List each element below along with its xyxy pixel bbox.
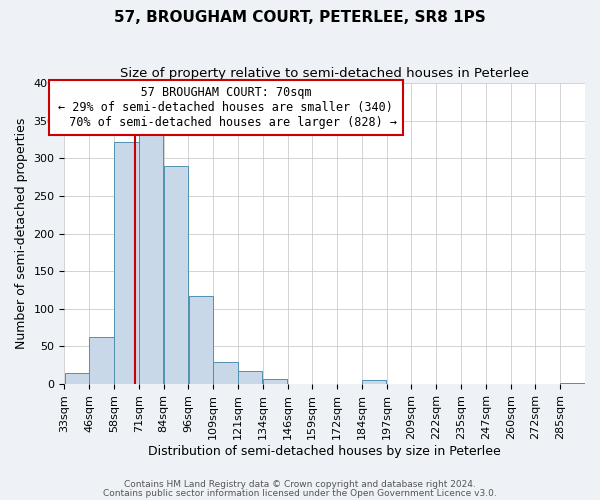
Bar bbox=[362, 380, 386, 384]
Bar bbox=[164, 166, 188, 384]
Bar bbox=[65, 373, 89, 384]
X-axis label: Distribution of semi-detached houses by size in Peterlee: Distribution of semi-detached houses by … bbox=[148, 444, 501, 458]
Bar bbox=[263, 379, 287, 384]
Text: 57 BROUGHAM COURT: 70sqm     
← 29% of semi-detached houses are smaller (340)
  : 57 BROUGHAM COURT: 70sqm ← 29% of semi-d… bbox=[55, 86, 397, 129]
Text: Contains public sector information licensed under the Open Government Licence v3: Contains public sector information licen… bbox=[103, 488, 497, 498]
Title: Size of property relative to semi-detached houses in Peterlee: Size of property relative to semi-detach… bbox=[120, 68, 529, 80]
Bar bbox=[139, 134, 163, 384]
Bar bbox=[89, 338, 114, 384]
Text: 57, BROUGHAM COURT, PETERLEE, SR8 1PS: 57, BROUGHAM COURT, PETERLEE, SR8 1PS bbox=[114, 10, 486, 25]
Bar bbox=[238, 372, 262, 384]
Bar bbox=[188, 296, 213, 384]
Bar bbox=[560, 382, 585, 384]
Bar bbox=[114, 142, 139, 384]
Y-axis label: Number of semi-detached properties: Number of semi-detached properties bbox=[15, 118, 28, 350]
Bar bbox=[214, 362, 238, 384]
Text: Contains HM Land Registry data © Crown copyright and database right 2024.: Contains HM Land Registry data © Crown c… bbox=[124, 480, 476, 489]
